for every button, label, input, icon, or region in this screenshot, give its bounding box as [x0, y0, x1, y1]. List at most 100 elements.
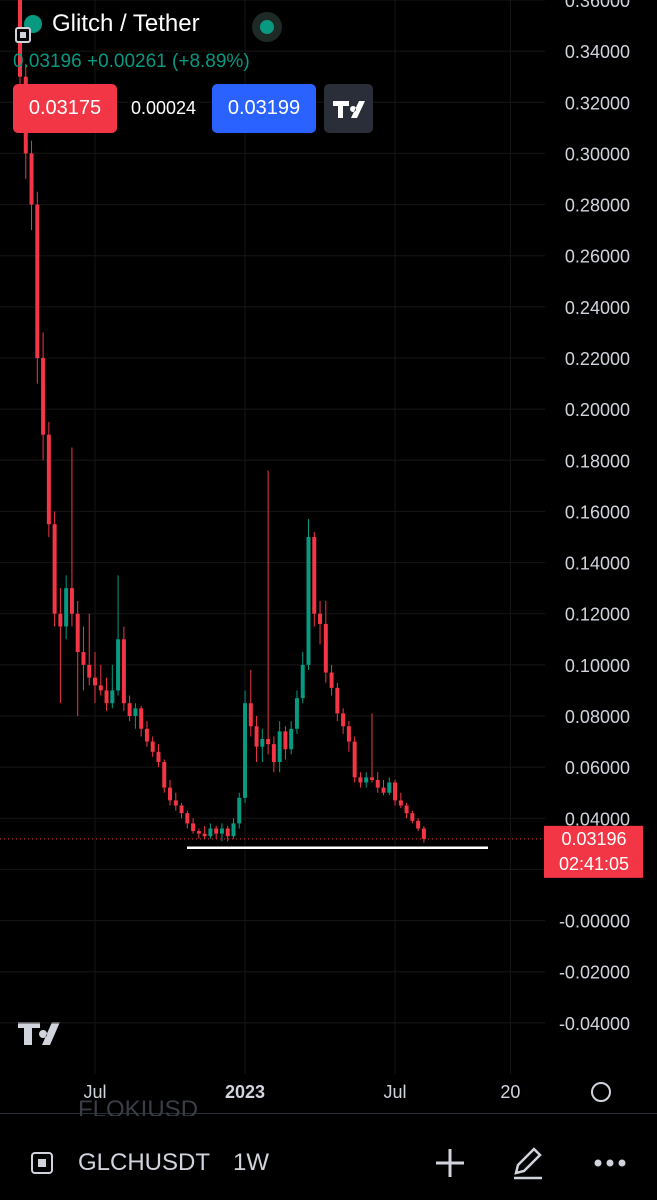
x-tick-label: Jul [84, 1082, 107, 1102]
candle-body [168, 787, 173, 801]
y-tick-label: 0.32000 [565, 93, 630, 113]
candle-body [248, 703, 253, 727]
candle-body [162, 762, 167, 788]
candle-body [243, 703, 248, 798]
candle-body [352, 741, 357, 778]
candle-body [277, 731, 282, 763]
countdown: 02:41:05 [559, 854, 629, 874]
x-tick-label: 20 [500, 1082, 520, 1102]
symbol-icon [13, 14, 43, 44]
tv-button[interactable] [324, 84, 373, 133]
toolbar-icons [436, 1147, 626, 1180]
candle-body [266, 739, 271, 745]
y-tick-label: 0.34000 [565, 42, 630, 62]
candle-body [133, 708, 138, 716]
interval[interactable]: 1W [233, 1149, 269, 1176]
candle-body [294, 698, 299, 729]
candle-body [271, 744, 276, 763]
change-pct: (+8.89%) [172, 51, 250, 72]
candle-body [69, 588, 74, 614]
candle-body [196, 831, 201, 834]
buy-button[interactable]: 0.03199 [212, 84, 316, 133]
candle-body [323, 623, 328, 673]
candle-body [283, 731, 288, 750]
candle-body [121, 639, 126, 704]
grid [0, 0, 545, 1074]
candle-body [231, 823, 236, 837]
draw-button[interactable] [514, 1147, 542, 1180]
icon [15, 15, 42, 43]
candle-body [110, 690, 115, 704]
y-tick-label: 0.18000 [565, 451, 630, 471]
sell-button[interactable]: 0.03175 [13, 84, 117, 133]
candle-body [254, 726, 259, 747]
change: +0.00261 [86, 51, 167, 72]
candle-body [375, 779, 380, 788]
y-tick-label: 0.04000 [565, 809, 630, 829]
tv-icon [333, 101, 365, 118]
candle-body [35, 204, 40, 358]
price-label-box [544, 825, 643, 878]
candle-body [116, 639, 121, 691]
candle-body [329, 672, 334, 688]
candle-body [219, 828, 224, 834]
candle-body [387, 782, 392, 793]
y-tick-label: 0.24000 [565, 298, 630, 318]
y-tick-label: 0.36000 [565, 0, 630, 11]
candle-body [93, 677, 98, 686]
candle-body [410, 813, 415, 821]
y-tick-label: 0.12000 [565, 605, 630, 625]
candle-body [364, 777, 369, 783]
price-label: 0.03196 [561, 829, 626, 849]
candle-body [185, 813, 190, 824]
more-button[interactable] [594, 1159, 626, 1167]
candle-body [179, 805, 184, 814]
candle-body [260, 739, 265, 747]
y-tick-label: 0.20000 [565, 400, 630, 420]
market-status [252, 12, 282, 42]
candle-body [139, 708, 144, 729]
candle-body [104, 690, 109, 704]
candle-body [306, 537, 311, 665]
candle-body [173, 800, 178, 806]
candle-body [191, 823, 196, 832]
candle-body [58, 613, 63, 627]
y-tick-label: 0.16000 [565, 502, 630, 522]
separator [0, 1113, 657, 1114]
symbol-logo [31, 1152, 53, 1174]
candle-body [358, 777, 363, 783]
y-tick-label: 0.10000 [565, 656, 630, 676]
y-tick-label: 0.26000 [565, 247, 630, 267]
candle-body [421, 828, 426, 839]
tv-logo [18, 1022, 60, 1045]
candle-body [237, 797, 242, 824]
candle-body [208, 828, 213, 837]
y-tick-label: -0.02000 [559, 963, 630, 983]
symbol-name: Glitch / Tether [52, 10, 200, 37]
status-dot [260, 20, 274, 34]
candle-body [75, 613, 80, 653]
previous-symbol-text: FLOKIUSD [78, 1100, 199, 1116]
y-tick-label: 0.08000 [565, 707, 630, 727]
candle-body [156, 751, 161, 763]
candle-body [41, 358, 46, 435]
candle-body [81, 652, 86, 665]
y-tick-label: 0.06000 [565, 758, 630, 778]
symbol[interactable]: GLCHUSDT [78, 1149, 211, 1176]
y-tick-label: 0.28000 [565, 196, 630, 216]
candle-body [64, 588, 69, 627]
candle-body [369, 777, 374, 780]
x-tick-label: 2023 [225, 1082, 265, 1102]
candle-body [289, 728, 294, 750]
candle-body [144, 728, 149, 742]
candle-body [52, 524, 57, 614]
candle-body [150, 741, 155, 752]
add-button[interactable] [436, 1149, 464, 1177]
candle-body [398, 800, 403, 806]
price-line: 0.03196 +0.00261 (+8.89%) [13, 51, 250, 73]
candle-body [87, 664, 92, 678]
candle-body [393, 782, 398, 801]
candle-body [127, 703, 132, 716]
previous-symbol: FLOKIUSD [78, 1100, 198, 1116]
y-tick-label: -0.04000 [559, 1014, 630, 1034]
